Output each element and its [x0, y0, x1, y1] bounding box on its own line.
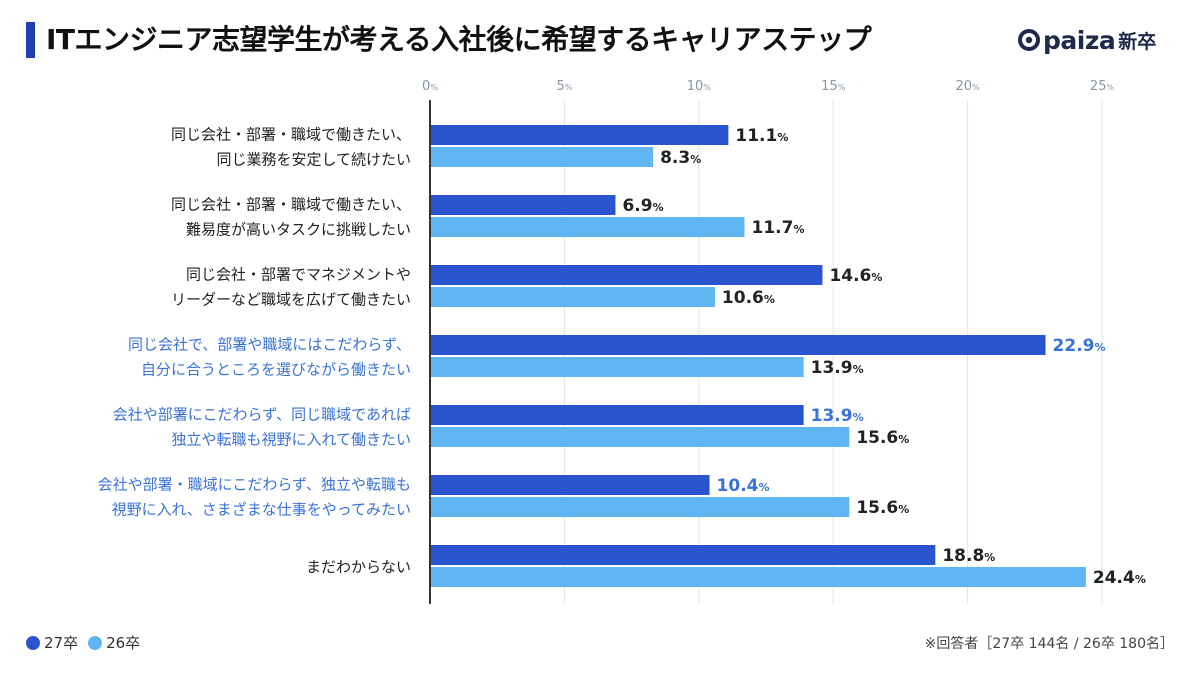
bar-26卒-4 — [430, 357, 804, 377]
category-label: 自分に合うところを選びながら働きたい — [141, 361, 411, 379]
category-label: 会社や部署にこだわらず、同じ職域であれば — [113, 406, 411, 424]
respondent-note: ※回答者［27卒 144名 / 26卒 180名］ — [924, 636, 1174, 652]
bar-27卒-3 — [430, 265, 823, 285]
category-label: 同じ会社で、部署や職域にはこだわらず、 — [128, 336, 411, 354]
value-label: 10.6% — [722, 288, 775, 308]
legend-label-27: 27卒 — [44, 634, 79, 652]
x-tick-label: 20% — [956, 79, 981, 94]
value-label: 14.6% — [829, 266, 882, 286]
value-label: 15.6% — [856, 498, 909, 518]
x-tick-label: 10% — [687, 79, 712, 94]
category-label: リーダーなど職域を広げて働きたい — [171, 291, 411, 309]
category-label: 独立や転職も視野に入れて働きたい — [171, 431, 411, 449]
legend: 27卒 26卒 — [26, 632, 150, 653]
category-label: 会社や部署・職域にこだわらず、独立や転職も — [98, 476, 411, 494]
category-label: まだわからない — [306, 558, 411, 576]
bar-26卒-6 — [430, 497, 850, 517]
bar-26卒-3 — [430, 287, 715, 307]
value-label: 11.7% — [751, 218, 804, 238]
paiza-logo-mark-icon — [1018, 29, 1040, 51]
bar-27卒-1 — [430, 125, 729, 145]
value-label: 11.1% — [735, 126, 788, 146]
category-label: 同じ業務を安定して続けたい — [216, 151, 411, 169]
value-label: 22.9% — [1053, 336, 1106, 356]
x-tick-label: 0% — [422, 79, 438, 94]
paiza-logo: paiza 新卒 — [1018, 22, 1156, 58]
value-label: 13.9% — [811, 406, 864, 426]
chart-title: ITエンジニア志望学生が考える入社後に希望するキャリアステップ — [46, 23, 872, 56]
bar-27卒-6 — [430, 475, 710, 495]
legend-dot-27-icon — [26, 635, 40, 650]
value-label: 24.4% — [1093, 568, 1146, 588]
x-tick-label: 5% — [556, 79, 572, 94]
bar-27卒-2 — [430, 195, 616, 215]
value-label: 10.4% — [717, 476, 770, 496]
category-label: 同じ会社・部署でマネジメントや — [186, 266, 411, 284]
category-label: 同じ会社・部署・職域で働きたい、 — [171, 126, 411, 144]
legend-dot-26-icon — [88, 635, 103, 650]
bar-27卒-4 — [430, 335, 1046, 355]
value-label: 18.8% — [942, 546, 995, 566]
logo-text: paiza — [1043, 25, 1116, 55]
category-label: 視野に入れ、さまざまな仕事をやってみたい — [112, 501, 411, 519]
logo-subtext: 新卒 — [1118, 30, 1157, 53]
value-label: 6.9% — [622, 196, 663, 216]
bar-26卒-5 — [430, 427, 850, 447]
x-tick-label: 15% — [821, 79, 846, 94]
category-label: 同じ会社・部署・職域で働きたい、 — [171, 196, 411, 214]
x-tick-label: 25% — [1090, 79, 1115, 94]
legend-label-26: 26卒 — [106, 634, 141, 652]
bar-27卒-7 — [430, 545, 936, 565]
bar-27卒-5 — [430, 405, 804, 425]
title-accent-bar — [26, 22, 35, 58]
value-label: 13.9% — [811, 358, 864, 378]
bar-26卒-1 — [430, 147, 654, 167]
bar-26卒-7 — [430, 567, 1086, 587]
legend-item-26: 26卒 — [88, 632, 140, 653]
category-label: 難易度が高いタスクに挑戦したい — [186, 221, 411, 239]
bar-26卒-2 — [430, 217, 745, 237]
value-label: 15.6% — [856, 428, 909, 448]
legend-item-27: 27卒 — [26, 632, 78, 653]
value-label: 8.3% — [660, 148, 701, 168]
